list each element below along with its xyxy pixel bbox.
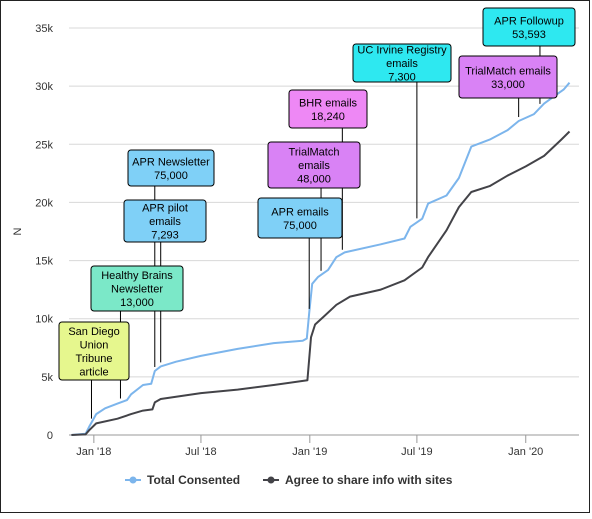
y-tick-label: 35k [35,23,53,35]
annotation-box [58,321,130,381]
annotation-text: 48,000 [297,174,331,186]
y-tick-label: 20k [35,197,53,209]
y-axis-title: N [12,227,24,235]
annotation-text: APR pilot [142,203,188,215]
annotation-box [257,197,343,239]
x-tick-label: Jul '19 [401,446,432,458]
annotation-box [352,43,452,83]
annotation-box [127,149,215,187]
legend-marker [129,476,137,484]
y-tick-label: 10k [35,314,53,326]
annotation-text: 33,000 [491,79,525,91]
x-tick-label: Jan '19 [292,446,327,458]
annotation-text: 53,593 [512,29,546,41]
annotation-box [267,141,361,189]
y-tick-label: 30k [35,81,53,93]
annotation-text: article [79,366,108,378]
legend-label: Agree to share info with sites [285,473,453,487]
annotation-text: 75,000 [283,220,317,232]
annotation-text: BHR emails [299,97,358,109]
annotation-text: Union [80,339,109,351]
annotation-text: Tribune [76,353,113,365]
y-tick-label: 25k [35,139,53,151]
annotation-text: 13,000 [120,297,154,309]
annotation-text: 18,240 [311,111,345,123]
annotation-text: UC Irvine Registry [357,45,447,57]
annotation-box [288,89,368,129]
annotation-text: 75,000 [154,170,188,182]
x-tick-label: Jul '18 [185,446,216,458]
annotation-box [482,7,576,47]
annotation-text: 7,300 [388,72,416,84]
series-line-0 [71,82,571,436]
annotation-text: APR Newsletter [132,156,210,168]
annotation-text: emails [298,160,330,172]
y-tick-label: 0 [47,430,53,442]
y-tick-label: 15k [35,256,53,268]
legend-marker [267,476,275,484]
y-tick-label: 5k [41,372,53,384]
annotation-text: APR emails [271,206,329,218]
annotation-text: TrialMatch emails [465,65,551,77]
x-tick-label: Jan '20 [508,446,543,458]
annotation-text: 7,293 [151,230,179,242]
annotation-text: Healthy Brains [101,270,173,282]
annotation-text: Newsletter [111,284,163,296]
series-line-1 [71,130,571,436]
annotation-text: APR Followup [494,15,564,27]
x-tick-label: Jan '18 [76,446,111,458]
annotation-text: San Diego [68,326,119,338]
annotation-box [458,55,558,99]
annotation-box [123,199,207,243]
annotation-box [90,265,184,312]
annotation-text: emails [149,216,181,228]
annotation-text: TrialMatch [289,147,340,159]
legend-label: Total Consented [147,473,240,487]
annotation-text: emails [386,58,418,70]
